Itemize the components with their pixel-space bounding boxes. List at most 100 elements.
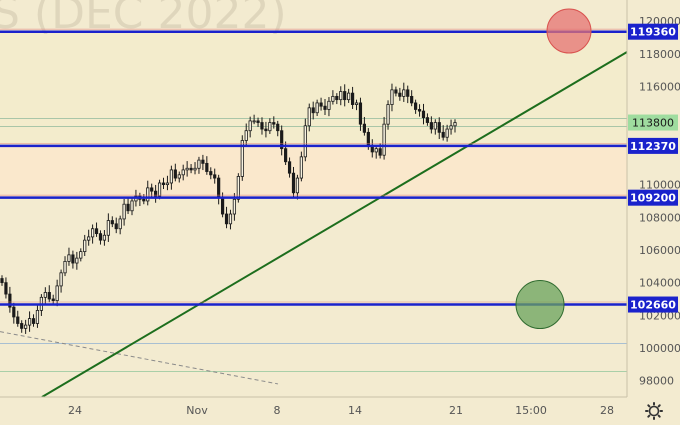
x-tick-labels: 24 Nov 8 14 21 15:00 28 bbox=[68, 404, 614, 417]
candle-body bbox=[16, 316, 20, 324]
candle-body bbox=[240, 140, 244, 177]
candle-body bbox=[437, 122, 441, 133]
candle-body bbox=[142, 198, 146, 202]
upper-target-marker bbox=[546, 8, 592, 54]
candle-body bbox=[398, 92, 402, 97]
y-tick-label: 104000 bbox=[639, 277, 680, 290]
x-tick-label: 15:00 bbox=[515, 404, 547, 417]
price-zone bbox=[0, 145, 627, 198]
level-price-tag bbox=[628, 137, 678, 154]
candle-body bbox=[0, 278, 4, 284]
candle-body bbox=[244, 130, 248, 141]
candle-body bbox=[165, 182, 170, 186]
candle-body bbox=[63, 260, 67, 274]
candle-body bbox=[421, 110, 426, 119]
level-price-tag bbox=[628, 23, 678, 40]
candle-body bbox=[181, 169, 185, 176]
candle-body bbox=[358, 102, 363, 125]
candle-body bbox=[410, 95, 414, 104]
candle-body bbox=[126, 203, 130, 212]
current-price-label: 113800 bbox=[632, 117, 674, 130]
candle-body bbox=[154, 190, 158, 197]
y-tick-label: 118000 bbox=[639, 48, 680, 61]
candle-body bbox=[417, 109, 422, 112]
candle-body bbox=[260, 122, 264, 130]
price-zone bbox=[0, 31, 627, 146]
candle-body bbox=[31, 318, 36, 324]
candle-body bbox=[287, 161, 292, 174]
candle-body bbox=[213, 174, 217, 179]
target-markers bbox=[515, 8, 592, 330]
candle-body bbox=[150, 187, 154, 192]
candle-body bbox=[303, 125, 307, 158]
x-tick-label: 14 bbox=[348, 404, 362, 417]
candle-body bbox=[386, 104, 390, 125]
candle-body bbox=[8, 293, 12, 308]
candle-body bbox=[299, 156, 303, 179]
candlesticks bbox=[0, 82, 457, 334]
candle-body bbox=[224, 213, 229, 225]
candle-body bbox=[449, 125, 453, 130]
candle-body bbox=[425, 117, 430, 123]
candle-body bbox=[414, 102, 418, 110]
candle-body bbox=[59, 272, 63, 287]
candle-body bbox=[130, 200, 134, 212]
candle-body bbox=[24, 324, 28, 329]
candle-body bbox=[390, 89, 394, 105]
trendline bbox=[41, 51, 628, 398]
candle-body bbox=[291, 172, 296, 194]
candle-body bbox=[106, 220, 110, 236]
level-price-label: 119360 bbox=[630, 26, 676, 39]
candle-body bbox=[276, 123, 280, 132]
candle-body bbox=[236, 176, 240, 200]
candle-body bbox=[339, 91, 343, 101]
candle-body bbox=[429, 122, 433, 130]
level-price-label: 102660 bbox=[630, 299, 676, 312]
x-tick-label: 28 bbox=[600, 404, 614, 417]
candle-body bbox=[169, 169, 173, 184]
candle-body bbox=[441, 131, 445, 138]
candle-body bbox=[110, 220, 114, 225]
candle-body bbox=[228, 213, 233, 225]
candle-body bbox=[374, 148, 378, 153]
candle-body bbox=[256, 120, 260, 123]
x-tick-label: 24 bbox=[68, 404, 82, 417]
candle-body bbox=[295, 177, 300, 194]
x-tick-label: 8 bbox=[274, 404, 281, 417]
x-tick-label: 21 bbox=[449, 404, 463, 417]
candle-body bbox=[343, 91, 347, 101]
candle-body bbox=[280, 130, 284, 150]
candle-body bbox=[350, 92, 355, 105]
candle-body bbox=[146, 187, 150, 202]
candle-body bbox=[98, 233, 103, 241]
candle-body bbox=[382, 123, 386, 156]
settings-gear-icon[interactable] bbox=[645, 402, 663, 420]
candle-body bbox=[67, 254, 71, 262]
level-price-label: 109200 bbox=[630, 192, 676, 205]
candle-body bbox=[453, 122, 457, 127]
candle-body bbox=[264, 128, 268, 132]
candle-body bbox=[327, 100, 331, 110]
candle-body bbox=[177, 174, 181, 179]
candle-body bbox=[272, 122, 276, 125]
candle-body bbox=[362, 123, 367, 133]
candle-body bbox=[209, 171, 213, 176]
candle-body bbox=[445, 128, 449, 138]
candle-body bbox=[347, 92, 351, 101]
candle-body bbox=[354, 102, 359, 105]
level-price-label: 112370 bbox=[630, 140, 676, 153]
candle-body bbox=[268, 122, 272, 132]
candle-body bbox=[232, 198, 237, 215]
candle-body bbox=[185, 167, 189, 171]
candle-body bbox=[94, 228, 99, 235]
candle-body bbox=[43, 292, 47, 298]
price-labels: 119360 112370 109200 102660 113800 bbox=[628, 23, 678, 313]
candle-body bbox=[394, 89, 398, 94]
y-tick-label: 110000 bbox=[639, 179, 680, 192]
candle-body bbox=[75, 257, 79, 264]
candle-body bbox=[83, 239, 87, 252]
candle-body bbox=[51, 298, 55, 302]
candle-body bbox=[248, 120, 252, 132]
candle-body bbox=[335, 95, 339, 101]
candle-body bbox=[315, 102, 319, 114]
